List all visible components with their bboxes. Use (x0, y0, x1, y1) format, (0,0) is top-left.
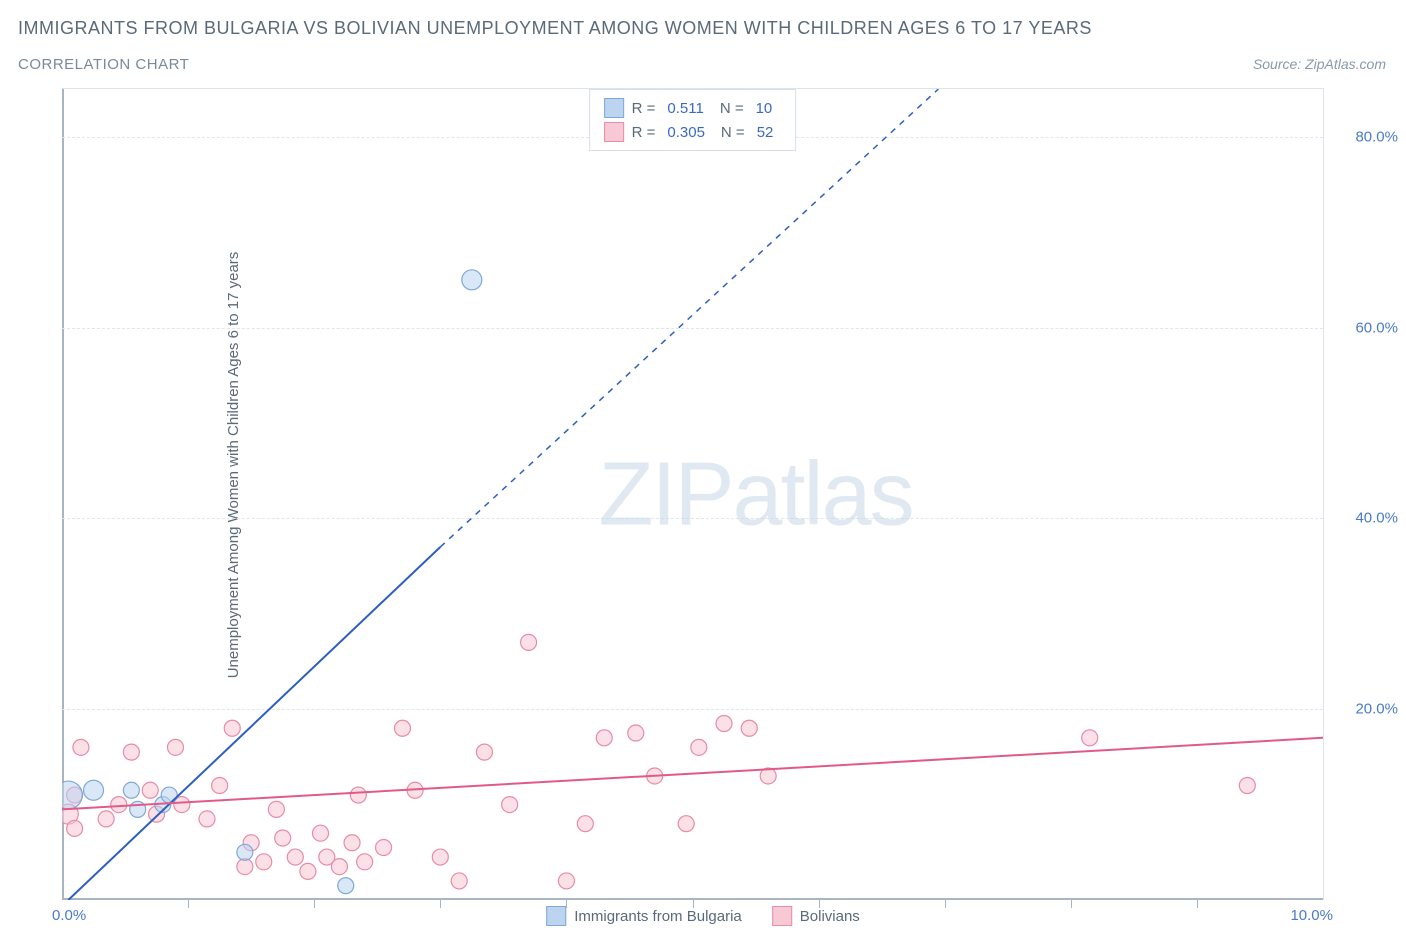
scatter-point (84, 780, 104, 800)
chart-subtitle: CORRELATION CHART (18, 56, 189, 73)
correlation-legend: R = 0.511 N = 10 R = 0.305 N = 52 (589, 89, 797, 151)
scatter-point (1239, 778, 1255, 794)
x-tick (440, 900, 441, 908)
swatch-series-1 (604, 98, 624, 118)
x-tick (188, 900, 189, 908)
scatter-point (73, 739, 89, 755)
chart-svg (62, 89, 1323, 900)
scatter-point (268, 801, 284, 817)
chart-container: IMMIGRANTS FROM BULGARIA VS BOLIVIAN UNE… (0, 0, 1406, 930)
legend-row-series-2: R = 0.305 N = 52 (604, 120, 782, 144)
x-tick (945, 900, 946, 908)
chart-title: IMMIGRANTS FROM BULGARIA VS BOLIVIAN UNE… (18, 18, 1092, 39)
swatch-bottom-1 (546, 906, 566, 926)
scatter-point (161, 787, 177, 803)
plot-area: ZIPatlas 20.0%40.0%60.0%80.0% 0.0% 10.0%… (62, 88, 1324, 900)
scatter-point (256, 854, 272, 870)
scatter-point (521, 634, 537, 650)
scatter-point (111, 797, 127, 813)
scatter-point (476, 744, 492, 760)
legend-row-series-1: R = 0.511 N = 10 (604, 96, 782, 120)
scatter-point (287, 849, 303, 865)
scatter-point (167, 739, 183, 755)
scatter-point (451, 873, 467, 889)
x-end-label: 10.0% (1290, 907, 1333, 924)
scatter-point (313, 825, 329, 841)
legend-R-label-1: R = (632, 100, 656, 117)
scatter-point (691, 739, 707, 755)
swatch-series-2 (604, 122, 624, 142)
scatter-point (350, 787, 366, 803)
scatter-point (67, 820, 83, 836)
y-tick-label: 60.0% (1355, 319, 1398, 336)
y-tick-label: 40.0% (1355, 510, 1398, 527)
x-origin-label: 0.0% (52, 907, 86, 924)
source-attribution: Source: ZipAtlas.com (1253, 56, 1386, 72)
scatter-point (432, 849, 448, 865)
scatter-point (344, 835, 360, 851)
scatter-point (462, 270, 482, 290)
legend-N-label-2: N = (721, 124, 745, 141)
legend-N-label-1: N = (720, 100, 744, 117)
series-legend: Immigrants from Bulgaria Bolivians (546, 906, 860, 926)
scatter-point (376, 840, 392, 856)
legend-R-value-2: 0.305 (667, 124, 705, 141)
scatter-point (1082, 730, 1098, 746)
scatter-point (394, 720, 410, 736)
legend-series-1-name: Immigrants from Bulgaria (574, 908, 742, 925)
legend-R-value-1: 0.511 (667, 100, 703, 117)
x-tick (314, 900, 315, 908)
scatter-point (224, 720, 240, 736)
legend-series-2-name: Bolivians (800, 908, 860, 925)
scatter-point (678, 816, 694, 832)
x-tick (1197, 900, 1198, 908)
scatter-point (237, 844, 253, 860)
legend-item-series-2: Bolivians (772, 906, 860, 926)
scatter-point (275, 830, 291, 846)
scatter-point (300, 863, 316, 879)
y-tick-label: 80.0% (1355, 128, 1398, 145)
scatter-point (199, 811, 215, 827)
scatter-point (716, 715, 732, 731)
legend-R-label-2: R = (632, 124, 656, 141)
scatter-point (123, 744, 139, 760)
legend-item-series-1: Immigrants from Bulgaria (546, 906, 742, 926)
swatch-bottom-2 (772, 906, 792, 926)
scatter-point (142, 782, 158, 798)
scatter-point (237, 859, 253, 875)
scatter-point (98, 811, 114, 827)
scatter-point (558, 873, 574, 889)
scatter-point (502, 797, 518, 813)
scatter-point (628, 725, 644, 741)
scatter-point (123, 782, 139, 798)
scatter-point (577, 816, 593, 832)
trend-line-dashed (440, 89, 938, 547)
scatter-point (357, 854, 373, 870)
scatter-point (62, 781, 82, 809)
scatter-point (338, 878, 354, 894)
y-tick-label: 20.0% (1355, 701, 1398, 718)
legend-N-value-2: 52 (757, 124, 774, 141)
scatter-point (331, 859, 347, 875)
legend-N-value-1: 10 (756, 100, 773, 117)
scatter-point (741, 720, 757, 736)
scatter-point (212, 778, 228, 794)
x-tick (1071, 900, 1072, 908)
scatter-point (596, 730, 612, 746)
